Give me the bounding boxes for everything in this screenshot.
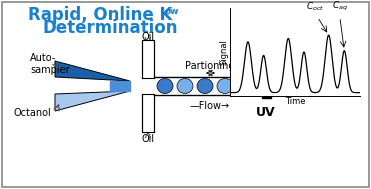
Text: Oil: Oil [141, 134, 155, 144]
Y-axis label: Signal: Signal [220, 39, 229, 65]
Text: $C_{oct}$: $C_{oct}$ [306, 0, 324, 13]
Text: Auto-
sampler: Auto- sampler [30, 53, 70, 75]
Ellipse shape [237, 78, 253, 94]
Text: Partioning: Partioning [185, 61, 235, 71]
Polygon shape [110, 81, 130, 91]
Text: Oil: Oil [141, 32, 155, 42]
Ellipse shape [197, 78, 213, 94]
Bar [154, 77, 275, 95]
Ellipse shape [276, 78, 292, 94]
FancyBboxPatch shape [2, 2, 369, 187]
Text: ow: ow [165, 7, 180, 16]
Text: —Flow→: —Flow→ [190, 101, 230, 111]
Ellipse shape [217, 78, 233, 94]
Text: UV: UV [256, 105, 276, 119]
Ellipse shape [302, 78, 318, 94]
Polygon shape [55, 61, 130, 81]
Polygon shape [55, 91, 130, 111]
Bar [142, 40, 154, 78]
Text: Octanol: Octanol [14, 108, 52, 118]
X-axis label: Time: Time [285, 97, 305, 106]
Text: $C_{aq}$: $C_{aq}$ [332, 0, 348, 13]
Ellipse shape [157, 78, 173, 94]
Text: Determination: Determination [42, 19, 178, 37]
Text: Rapid, Online K: Rapid, Online K [28, 6, 172, 24]
Bar [142, 94, 154, 132]
Ellipse shape [177, 78, 193, 94]
Bar [262, 74, 271, 98]
